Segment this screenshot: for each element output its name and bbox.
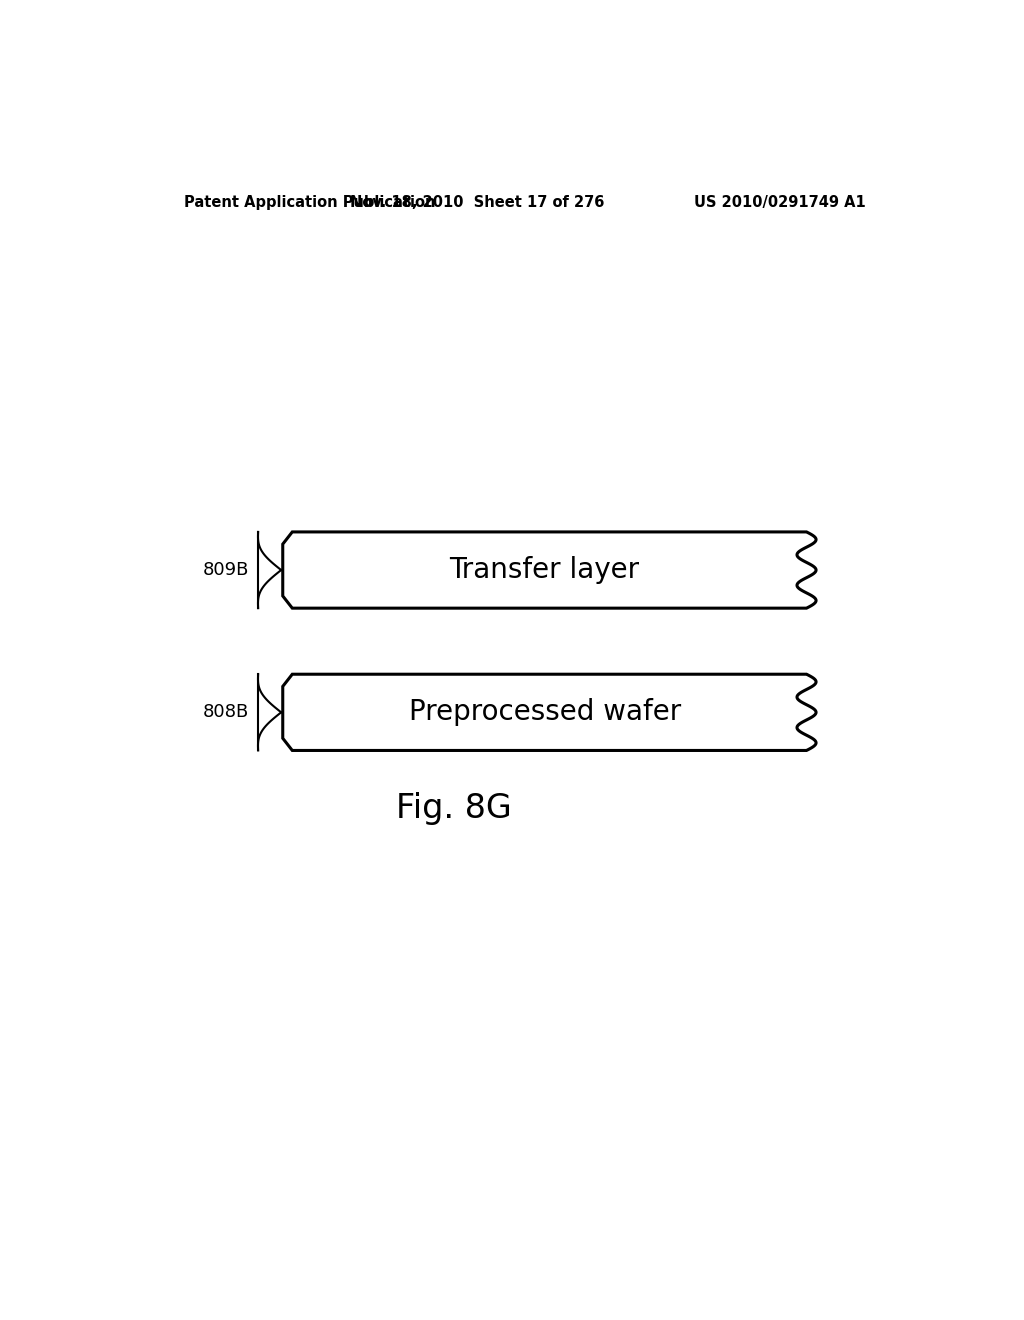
Text: Patent Application Publication: Patent Application Publication [183,195,435,210]
Text: Fig. 8G: Fig. 8G [395,792,511,825]
Text: Transfer layer: Transfer layer [450,556,640,583]
Text: 808B: 808B [203,704,249,721]
Text: Preprocessed wafer: Preprocessed wafer [409,698,681,726]
Polygon shape [283,532,816,609]
Text: US 2010/0291749 A1: US 2010/0291749 A1 [694,195,866,210]
Text: Nov. 18, 2010  Sheet 17 of 276: Nov. 18, 2010 Sheet 17 of 276 [350,195,604,210]
Text: 809B: 809B [203,561,249,579]
Polygon shape [283,675,816,751]
